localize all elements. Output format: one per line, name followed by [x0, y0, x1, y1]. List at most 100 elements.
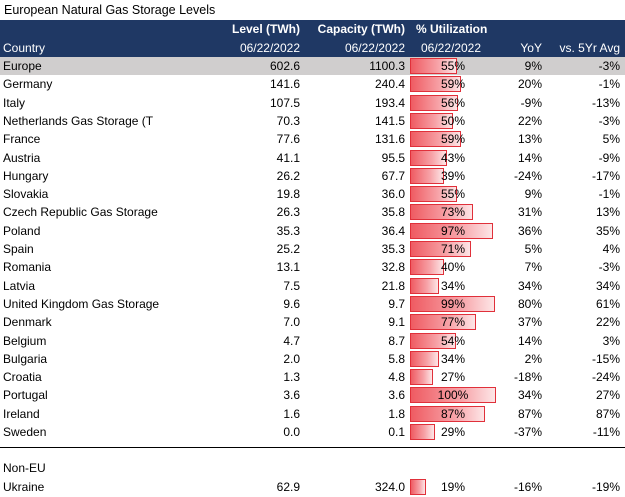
capacity-cell: 4.8	[388, 370, 405, 385]
capacity-cell: 32.8	[381, 260, 405, 275]
country-cell: Italy	[3, 95, 26, 110]
country-cell: Bulgaria	[3, 351, 48, 366]
table-row[interactable]: Ukraine 62.9 324.0 -16% -19% 19%	[0, 478, 625, 496]
yoy-cell: 9%	[524, 187, 542, 202]
capacity-cell: 0.1	[388, 425, 405, 439]
table-row[interactable]: Germany 141.6 240.4 20% -1% 59%	[0, 75, 625, 93]
utilization-databar: 56%	[410, 94, 496, 111]
utilization-databar: 73%	[410, 204, 496, 221]
table-row[interactable]: Latvia 7.5 21.8 34% 34% 34%	[0, 277, 625, 295]
yoy-cell: 14%	[517, 150, 542, 165]
yoy-cell: 31%	[517, 205, 542, 220]
country-cell: Ukraine	[3, 480, 45, 494]
table-row[interactable]: Hungary 26.2 67.7 -24% -17% 39%	[0, 167, 625, 185]
country-cell: Spain	[3, 242, 34, 256]
country-cell: Netherlands Gas Storage (T	[3, 113, 154, 128]
level-cell: 35.3	[276, 223, 300, 238]
utilization-bar-fill	[410, 350, 439, 367]
utilization-databar: 19%	[410, 479, 496, 495]
utilization-databar: 43%	[410, 149, 496, 166]
vs-5yr-avg-cell: 3%	[602, 333, 620, 348]
capacity-cell: 36.4	[381, 223, 405, 238]
table-row[interactable]: Croatia 1.3 4.8 -18% -24% 27%	[0, 368, 625, 386]
utilization-databar: 87%	[410, 405, 496, 422]
yoy-cell: 36%	[517, 223, 542, 238]
capacity-cell: 9.7	[388, 296, 405, 311]
utilization-cell: 34%	[440, 278, 466, 293]
header-capacity[interactable]: Capacity (TWh)	[317, 22, 405, 36]
vs-5yr-avg-cell: -1%	[598, 187, 620, 202]
table-row[interactable]: France 77.6 131.6 13% 5% 59%	[0, 130, 625, 148]
capacity-cell: 95.5	[381, 150, 405, 165]
utilization-bar-fill	[410, 149, 447, 166]
utilization-bar-fill	[410, 369, 433, 386]
table-row[interactable]: United Kingdom Gas Storage 9.6 9.7 80% 61% 99…	[0, 295, 625, 313]
table-row[interactable]: Bulgaria 2.0 5.8 2% -15% 34%	[0, 350, 625, 368]
table-row[interactable]: Slovakia 19.8 36.0 9% -1% 55%	[0, 185, 625, 203]
yoy-cell: -16%	[513, 480, 542, 494]
country-cell: Croatia	[3, 370, 42, 385]
table-row[interactable]: Austria 41.1 95.5 14% -9% 43%	[0, 149, 625, 167]
table-row[interactable]: Italy 107.5 193.4 -9% -13% 56%	[0, 94, 625, 112]
level-cell: 41.1	[276, 150, 300, 165]
vs-5yr-avg-cell: 5%	[602, 132, 620, 147]
header-vs-5yr-avg[interactable]: vs. 5Yr Avg	[559, 41, 620, 55]
header-utilization[interactable]: % Utilization	[416, 22, 488, 36]
vs-5yr-avg-cell: -15%	[591, 351, 620, 366]
header-level-date: 06/22/2022	[239, 41, 300, 55]
yoy-cell: 20%	[517, 77, 542, 92]
vs-5yr-avg-cell: 13%	[595, 205, 620, 220]
level-cell: 4.7	[283, 333, 300, 348]
vs-5yr-avg-cell: 22%	[595, 315, 620, 330]
yoy-cell: -9%	[520, 95, 542, 110]
utilization-cell: 77%	[440, 315, 466, 330]
yoy-cell: -37%	[513, 425, 542, 439]
table-row[interactable]: Netherlands Gas Storage (T 70.3 141.5 22% -3…	[0, 112, 625, 130]
utilization-databar: 40%	[410, 259, 496, 276]
table-row[interactable]: Ireland 1.6 1.8 87% 87% 87%	[0, 405, 625, 423]
utilization-cell: 71%	[440, 242, 466, 256]
utilization-cell: 59%	[440, 77, 466, 92]
table-row[interactable]: Denmark 7.0 9.1 37% 22% 77%	[0, 313, 625, 331]
utilization-bar-fill	[410, 167, 444, 184]
table-header: Level (TWh) Capacity (TWh) % Utilization…	[0, 20, 625, 58]
country-cell: Latvia	[3, 278, 36, 293]
vs-5yr-avg-cell: 34%	[595, 278, 620, 293]
utilization-cell: 56%	[440, 95, 466, 110]
utilization-cell: 55%	[440, 187, 466, 202]
header-yoy[interactable]: YoY	[520, 41, 542, 55]
level-cell: 13.1	[276, 260, 300, 275]
utilization-bar-fill	[410, 332, 456, 349]
level-cell: 25.2	[276, 242, 300, 256]
vs-5yr-avg-cell: -3%	[598, 260, 620, 275]
utilization-bar-fill	[410, 76, 461, 93]
utilization-bar-fill	[410, 295, 495, 312]
capacity-cell: 67.7	[381, 168, 405, 183]
utilization-cell: 29%	[440, 425, 466, 439]
utilization-bar-fill	[410, 479, 426, 495]
yoy-cell: -18%	[513, 370, 542, 385]
header-country[interactable]: Country	[3, 41, 46, 55]
table-row[interactable]: Portugal 3.6 3.6 34% 27% 100%	[0, 386, 625, 404]
utilization-cell: 100%	[437, 388, 469, 403]
yoy-cell: 14%	[517, 333, 542, 348]
utilization-databar: 55%	[410, 58, 496, 74]
table-title: European Natural Gas Storage Levels	[4, 3, 216, 17]
level-cell: 0.0	[283, 425, 300, 439]
utilization-bar-fill	[410, 222, 493, 239]
table-row[interactable]: Czech Republic Gas Storage 26.3 35.8 31% 13%…	[0, 203, 625, 221]
yoy-cell: 22%	[517, 113, 542, 128]
table-row[interactable]: Europe 602.6 1100.3 9% -3% 55%	[0, 57, 625, 76]
table-row[interactable]: Poland 35.3 36.4 36% 35% 97%	[0, 222, 625, 240]
table-row[interactable]: Spain 25.2 35.3 5% 4% 71%	[0, 240, 625, 258]
utilization-cell: 39%	[440, 168, 466, 183]
utilization-databar: 71%	[410, 241, 496, 257]
utilization-bar-fill	[410, 259, 444, 276]
header-level[interactable]: Level (TWh)	[232, 22, 300, 36]
level-cell: 107.5	[269, 95, 300, 110]
capacity-cell: 1.8	[388, 406, 405, 421]
table-row[interactable]: Romania 13.1 32.8 7% -3% 40%	[0, 258, 625, 276]
country-cell: Poland	[3, 223, 41, 238]
table-row[interactable]: Belgium 4.7 8.7 14% 3% 54%	[0, 332, 625, 350]
table-row[interactable]: Sweden 0.0 0.1 -37% -11% 29%	[0, 423, 625, 441]
